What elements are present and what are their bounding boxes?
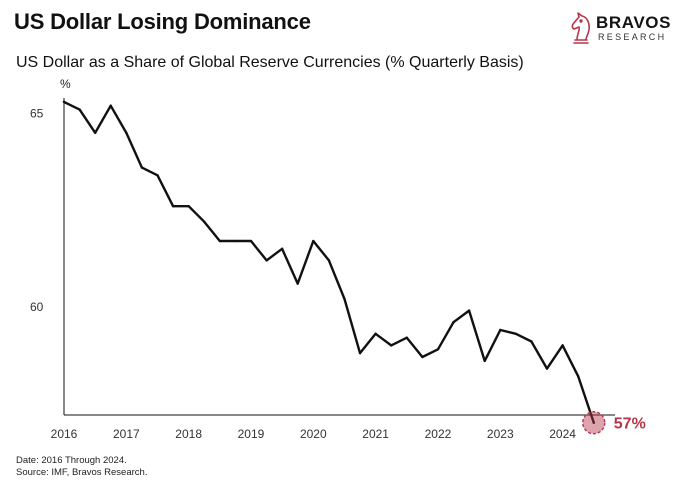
chart-subtitle: US Dollar as a Share of Global Reserve C… [16,54,524,71]
data-point [343,297,346,301]
data-point [576,375,580,378]
data-point [530,340,533,343]
data-point [296,282,299,285]
x-tick-label: 2017 [113,427,140,441]
x-tick-label: 2021 [362,427,389,441]
data-point [390,344,393,347]
data-point [171,205,175,208]
data-point [249,239,253,243]
data-point [436,348,440,351]
data-point [109,104,112,107]
data-point [483,359,486,363]
x-tick-label: 2018 [175,427,202,441]
brand-tagline: RESEARCH [598,32,667,42]
x-tick-label: 2022 [425,427,452,441]
data-point [421,355,424,359]
x-tick-label: 2023 [487,427,514,441]
data-point [265,259,268,262]
data-point [358,351,362,355]
data-point [187,205,190,208]
data-point [592,421,595,424]
data-point [467,309,471,312]
data-point [156,174,159,177]
chart-footer: Date: 2016 Through 2024. Source: IMF, Br… [16,455,147,479]
x-tick-label: 2020 [300,427,327,441]
data-point [280,247,284,250]
y-axis-unit-label: % [60,77,71,91]
data-point [499,328,502,332]
data-point [140,166,144,169]
data-point [327,259,331,262]
data-point [545,367,549,370]
date-note: Date: 2016 Through 2024. [16,455,127,466]
data-point [62,100,66,104]
data-point [218,239,222,243]
y-tick-label: 60 [30,300,44,314]
data-point [514,332,518,336]
y-tick-label: 65 [30,106,44,120]
x-tick-label: 2024 [549,427,576,441]
x-tick-label: 2019 [238,427,265,441]
knight-chess-icon [571,12,590,44]
data-point [452,321,455,324]
data-point [78,108,81,111]
brand-logo: BRAVOS RESEARCH [568,10,678,50]
data-point [561,344,564,347]
series-line [62,100,595,424]
data-point [374,332,377,336]
source-note: Source: IMF, Bravos Research. [16,467,148,478]
data-point [312,239,315,243]
brand-name: BRAVOS [596,13,672,32]
data-point [234,239,237,243]
x-tick-label: 2016 [51,427,78,441]
data-point [125,131,128,134]
chart-title: US Dollar Losing Dominance [14,9,311,34]
highlight-marker [582,411,606,435]
annotation-label: 57% [614,416,646,433]
data-point [93,131,97,134]
data-point [203,220,206,223]
data-point [405,336,408,339]
